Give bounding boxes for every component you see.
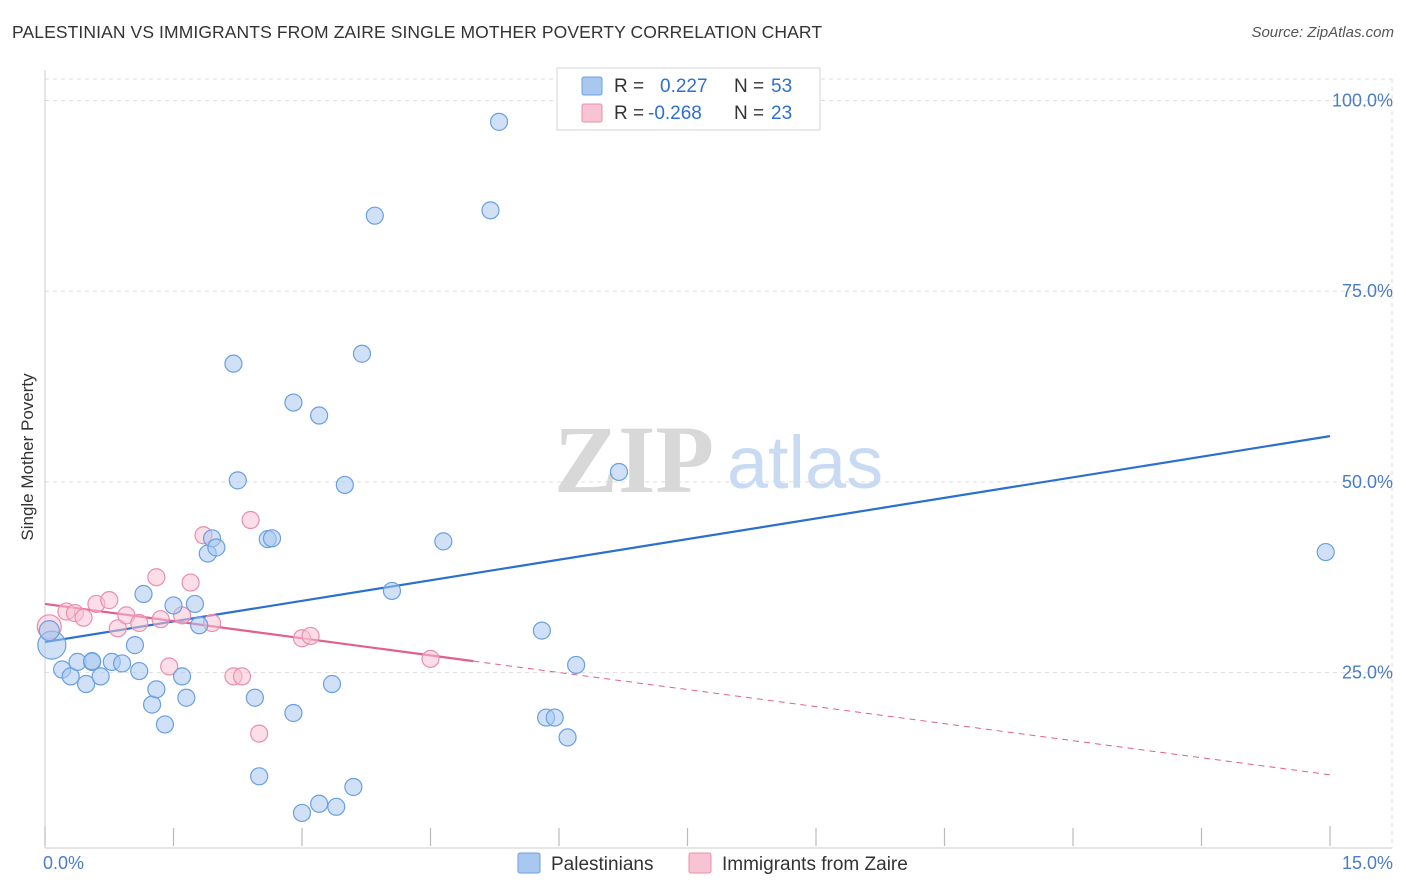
points-palestinians (37, 112, 1335, 823)
points-immigrants-from-zaire (36, 510, 440, 743)
palestinians-point-42 (434, 532, 453, 551)
palestinians-point-50 (609, 462, 629, 482)
palestinians-point-38 (344, 777, 363, 797)
bottom-legend-swatch-immigrants-from-zaire (688, 852, 712, 874)
legend-n-value-1: 53 (771, 76, 792, 97)
palestinians-point-24 (224, 354, 243, 373)
x-tick-label-max: 15.0% (1342, 853, 1393, 873)
palestinians-point-34 (310, 794, 329, 813)
legend-r-label-2: R = (614, 103, 644, 124)
trend-layer (44, 435, 1331, 776)
palestinians-point-39 (352, 344, 372, 363)
y-tick-label-100: 100.0% (1332, 91, 1393, 111)
legend-r-value-1: 0.227 (660, 76, 708, 97)
legend-n-label-2: N = (734, 103, 764, 124)
ticks-layer: 25.0% 50.0% 75.0% 100.0% 0.0% 15.0% (43, 91, 1393, 873)
palestinians-point-9 (112, 654, 132, 673)
immigrants-from-zaire-point-5 (100, 591, 119, 610)
palestinians-point-44 (489, 112, 509, 131)
palestinians-point-51 (1316, 542, 1335, 562)
palestinians-point-40 (365, 206, 384, 225)
axes-layer (44, 70, 1392, 849)
palestinians-point-45 (532, 621, 551, 640)
immigrants-from-zaire-point-22 (421, 649, 440, 668)
palestinians-point-1 (38, 620, 60, 642)
bottom-legend: Palestinians Immigrants from Zaire (517, 852, 908, 875)
palestinians-point-19 (185, 594, 205, 614)
palestinians-point-10 (125, 636, 145, 655)
palestinians-point-29 (262, 529, 282, 548)
palestinians-point-3 (61, 667, 80, 686)
palestinians-point-13 (142, 695, 162, 714)
palestinians-point-11 (130, 661, 149, 681)
palestinians-point-12 (134, 584, 153, 604)
chart-title: PALESTINIAN VS IMMIGRANTS FROM ZAIRE SIN… (12, 22, 823, 42)
palestinians-point-49 (567, 655, 586, 675)
palestinians-point-27 (250, 767, 269, 786)
y-tick-label-75: 75.0% (1342, 281, 1393, 301)
palestinians-point-5 (77, 674, 96, 694)
legend-r-value-2: -0.268 (648, 103, 702, 124)
immigrants-from-zaire-point-17 (232, 667, 252, 686)
grid-layer (45, 78, 1393, 848)
palestinians-point-37 (335, 475, 354, 495)
palestinians-point-7 (91, 667, 110, 686)
immigrants-from-zaire-point-3 (74, 608, 93, 627)
trend-line-immigrants-from-zaire-extended (473, 660, 1331, 776)
palestinians-point-23 (207, 538, 226, 557)
palestinians-point-18 (177, 688, 196, 707)
immigrants-from-zaire-point-18 (241, 510, 260, 530)
trend-line-immigrants-from-zaire (44, 602, 474, 663)
source-label: Source: ZipAtlas.com (1251, 24, 1394, 41)
palestinians-point-52 (83, 652, 102, 671)
palestinians-point-48 (558, 728, 577, 747)
x-tick-label-min: 0.0% (43, 853, 84, 873)
palestinians-point-25 (228, 471, 247, 490)
y-tick-label-50: 50.0% (1342, 472, 1393, 492)
watermark-zip: ZIP (554, 406, 714, 513)
legend-n-value-2: 23 (771, 103, 792, 124)
immigrants-from-zaire-point-8 (130, 613, 149, 633)
palestinians-point-26 (245, 688, 264, 707)
palestinians-point-15 (155, 715, 175, 734)
bottom-legend-label-palestinians: Palestinians (551, 854, 653, 875)
immigrants-from-zaire-point-6 (108, 619, 127, 638)
immigrants-from-zaire-point-13 (181, 573, 200, 592)
palestinians-point-35 (322, 674, 342, 694)
bottom-legend-swatch-palestinians (517, 852, 541, 874)
watermark: ZIP atlas (554, 406, 883, 513)
immigrants-from-zaire-point-10 (151, 610, 170, 629)
top-legend: R = 0.227 N = 53 R = -0.268 N = 23 (556, 67, 821, 131)
trend-line-palestinians (44, 435, 1331, 644)
legend-r-label-1: R = (614, 76, 644, 97)
palestinians-point-17 (172, 667, 192, 686)
palestinians-point-30 (292, 803, 312, 823)
palestinians-point-36 (327, 797, 346, 816)
immigrants-from-zaire-point-11 (160, 657, 179, 676)
palestinians-point-14 (147, 680, 166, 699)
legend-swatch-immigrants-from-zaire (581, 103, 603, 123)
legend-n-label-1: N = (734, 76, 764, 97)
palestinians-point-31 (284, 393, 303, 412)
palestinians-point-47 (545, 708, 564, 727)
palestinians-point-32 (284, 703, 303, 723)
palestinians-point-43 (481, 201, 500, 220)
palestinians-point-20 (190, 616, 209, 635)
y-axis-title: Single Mother Poverty (18, 373, 37, 541)
bottom-legend-label-immigrants-from-zaire: Immigrants from Zaire (722, 854, 908, 875)
legend-swatch-palestinians (581, 76, 603, 96)
palestinians-point-41 (382, 581, 402, 601)
palestinians-point-33 (310, 406, 329, 425)
y-tick-label-25: 25.0% (1342, 663, 1393, 683)
immigrants-from-zaire-point-9 (147, 568, 166, 587)
immigrants-from-zaire-point-19 (250, 724, 269, 743)
watermark-atlas: atlas (727, 421, 883, 504)
immigrants-from-zaire-point-21 (301, 626, 320, 646)
palestinians-point-16 (164, 596, 183, 615)
